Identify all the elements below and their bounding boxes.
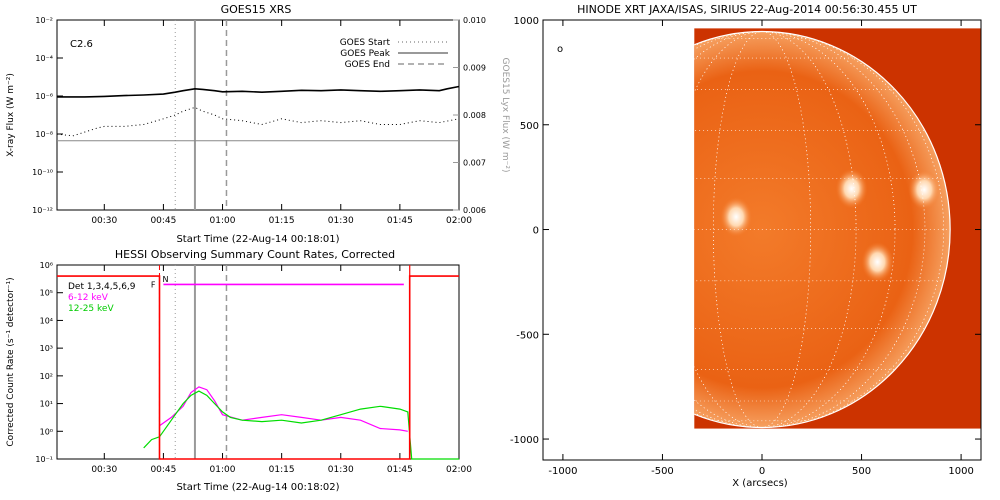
hessi-y-tick-label: 10⁻¹ [35, 455, 53, 464]
hessi-x-tick-label: 00:30 [91, 465, 117, 475]
goes-x-tick-label: 01:30 [328, 216, 354, 226]
hessi-series-line [159, 386, 408, 432]
goes-legend-label: GOES Start [340, 38, 391, 48]
hinode-bright-region [908, 169, 941, 210]
hessi-title: HESSI Observing Summary Count Rates, Cor… [115, 248, 395, 261]
hinode-title: HINODE XRT JAXA/ISAS, SIRIUS 22-Aug-2014… [577, 3, 917, 16]
goes-x-tick-label: 00:30 [91, 216, 117, 226]
hinode-bright-region [835, 168, 868, 209]
goes-x-tick-label: 01:45 [387, 216, 413, 226]
hessi-x-tick-label: 01:45 [387, 465, 413, 475]
hinode-y-tick-label: 500 [520, 121, 539, 132]
hinode-y-tick-label: 0 [533, 226, 539, 237]
goes-x-tick-label: 01:15 [269, 216, 295, 226]
hessi-y-tick-label: 10⁵ [40, 289, 53, 298]
goes-y-tick-label: 10⁻⁶ [35, 92, 53, 101]
hessi-night-flag: N [162, 275, 168, 284]
goes-series-line [56, 106, 460, 137]
hinode-panel: HINODE XRT JAXA/ISAS, SIRIUS 22-Aug-2014… [510, 3, 982, 489]
hessi-xlabel: Start Time (22-Aug-14 00:18:02) [176, 482, 339, 493]
hinode-longitude-line [694, 31, 896, 428]
goes-y-tick-label: 10⁻² [35, 16, 53, 25]
hinode-y-tick-label: -500 [516, 330, 539, 341]
hessi-y-tick-label: 10¹ [40, 400, 53, 409]
goes-legend-label: GOES End [345, 60, 390, 70]
hessi-y-tick-label: 10³ [40, 344, 53, 353]
hessi-x-tick-label: 01:15 [269, 465, 295, 475]
hinode-y-tick-label: -1000 [510, 435, 539, 446]
goes-ylabel: X-ray Flux (W m⁻²) [6, 73, 16, 157]
hinode-x-tick-label: -500 [651, 466, 674, 477]
hessi-legend-6-12: 6-12 keV [68, 293, 109, 303]
hinode-image [694, 28, 981, 429]
hinode-xlabel: X (arcsecs) [732, 478, 788, 489]
goes-y-right-tick-label: 0.006 [463, 206, 486, 215]
hinode-x-tick-label: -1000 [548, 466, 577, 477]
hessi-y-tick-label: 10⁴ [40, 316, 53, 325]
hessi-y-tick-label: 10⁰ [40, 427, 53, 436]
goes-title: GOES15 XRS [221, 3, 292, 16]
goes-xlabel: Start Time (22-Aug-14 00:18:01) [176, 234, 339, 245]
hinode-bright-region [720, 196, 753, 237]
hessi-ylabel: Corrected Count Rate (s⁻¹ detector⁻¹) [6, 277, 16, 446]
goes-y-tick-label: 10⁻⁴ [35, 54, 53, 63]
hinode-x-tick-label: 1000 [948, 466, 973, 477]
goes-x-tick-label: 00:45 [150, 216, 176, 226]
hinode-bright-region [861, 242, 894, 282]
goes-class-label: C2.6 [70, 39, 93, 50]
hinode-disk-group [694, 30, 951, 429]
goes-y-tick-label: 10⁻¹⁰ [32, 168, 53, 177]
goes-x-tick-label: 01:00 [210, 216, 236, 226]
goes-series-line [57, 85, 460, 98]
goes-y-right-tick-label: 0.010 [463, 16, 486, 25]
hinode-marks: -1000 -500 0 500 1000 1000 500 0 -500 -1000 [510, 16, 981, 477]
hessi-series-line [57, 275, 459, 460]
hessi-legend-12-25: 12-25 keV [68, 304, 114, 314]
hinode-limb [694, 30, 951, 429]
hessi-x-tick-label: 01:00 [210, 465, 236, 475]
hessi-marks: 00:30 00:45 01:00 01:15 01:30 01:45 02:00 10⁶ 10… [35, 261, 472, 475]
hinode-longitude-line [694, 31, 944, 428]
goes-y-right-tick-label: 0.007 [463, 159, 486, 168]
hinode-x-tick-label: 500 [852, 466, 871, 477]
hinode-longitude-line [713, 31, 811, 428]
goes-x-tick-label: 02:00 [446, 216, 472, 226]
goes-y-tick-label: 10⁻¹² [32, 206, 53, 215]
hessi-panel: HESSI Observing Summary Count Rates, Cor… [6, 248, 472, 493]
hessi-series-line [143, 390, 459, 460]
goes-plot-frame [56, 19, 460, 211]
hessi-x-tick-label: 02:00 [446, 465, 472, 475]
hessi-y-tick-label: 10⁶ [40, 261, 53, 270]
goes-y-right-tick-label: 0.009 [463, 64, 486, 73]
goes-ylabel-right: GOES15 Lyx Flux (W m⁻²) [500, 58, 510, 173]
goes-legend-label: GOES Peak [340, 49, 390, 59]
hessi-y-tick-label: 10² [40, 372, 53, 381]
hinode-y-tick-label: 1000 [514, 16, 539, 27]
hessi-legend-title: Det 1,3,4,5,6,9 [68, 282, 136, 292]
hinode-x-tick-label: 0 [759, 466, 765, 477]
goes-panel: GOES15 XRS C2.6 Start Time (22-Aug-14 00… [6, 3, 510, 245]
hessi-flare-flag: F [151, 280, 156, 289]
hessi-x-tick-label: 01:30 [328, 465, 354, 475]
goes-marks: 00:30 00:45 01:00 01:15 01:30 01:45 02:00 10⁻² 1… [32, 16, 486, 226]
goes-y-tick-label: 10⁻⁸ [35, 130, 53, 139]
hessi-x-tick-label: 00:45 [150, 465, 176, 475]
hinode-corner-symbol: o [557, 44, 563, 55]
goes-y-right-tick-label: 0.008 [463, 111, 486, 120]
